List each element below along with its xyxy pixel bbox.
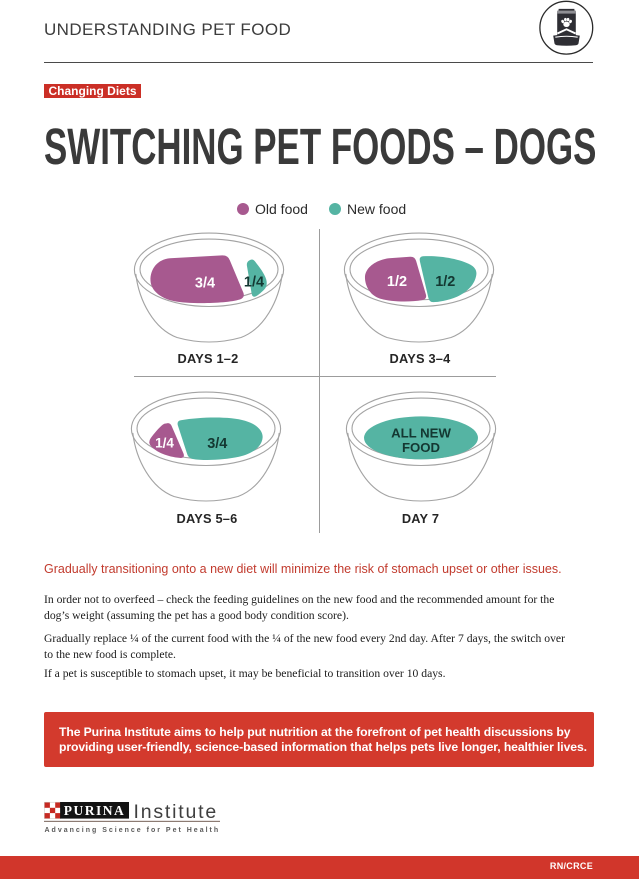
svg-text:Institute: Institute xyxy=(134,801,219,823)
svg-text:ALL NEW: ALL NEW xyxy=(391,425,451,440)
svg-text:Advancing Science for Pet Heal: Advancing Science for Pet Health xyxy=(45,827,221,834)
svg-text:FOOD: FOOD xyxy=(402,440,440,455)
svg-text:1/2: 1/2 xyxy=(435,274,455,290)
svg-text:1/4: 1/4 xyxy=(243,274,263,290)
svg-text:3/4: 3/4 xyxy=(194,275,214,291)
svg-text:1/4: 1/4 xyxy=(155,435,174,450)
svg-text:PURINA: PURINA xyxy=(64,803,126,818)
svg-text:1/2: 1/2 xyxy=(387,274,407,290)
svg-text:3/4: 3/4 xyxy=(207,436,227,452)
